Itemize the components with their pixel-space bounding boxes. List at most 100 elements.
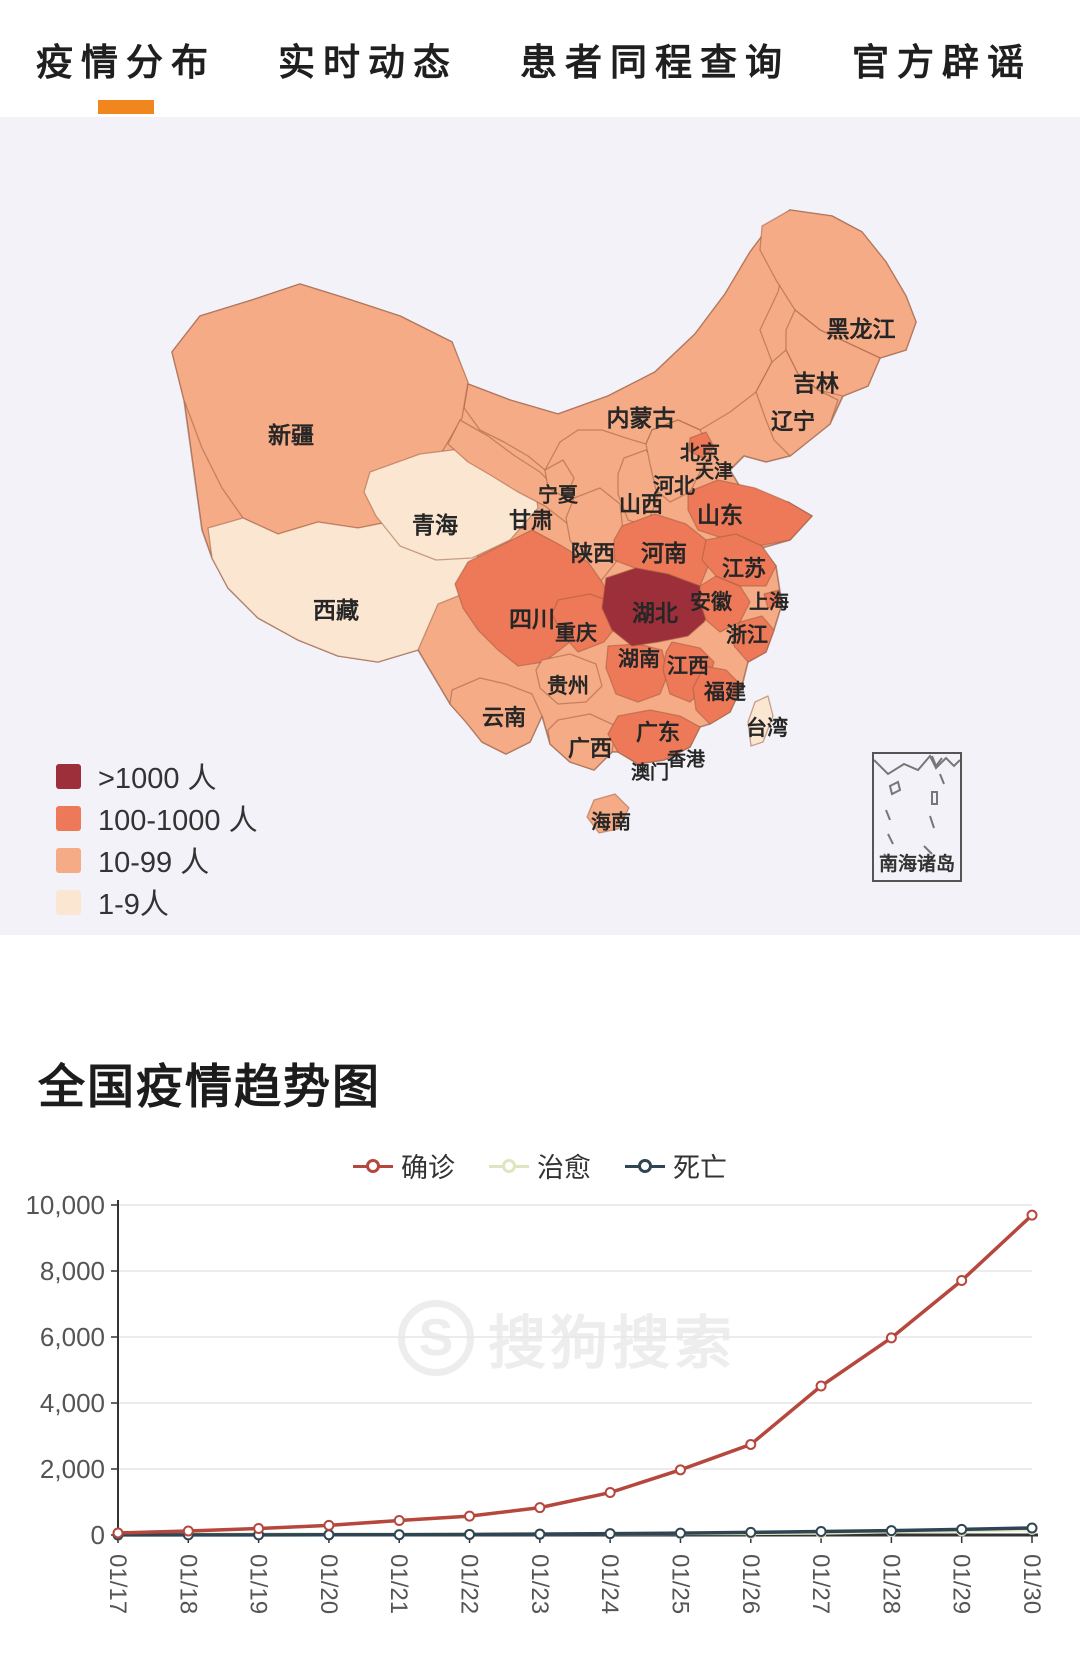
- data-point: [182, 1525, 194, 1537]
- epidemic-map-section: >1000 人 100-1000 人 10-99 人 1-9人 南海诸岛 黑龙江 吉林辽…: [0, 117, 1080, 935]
- y-tick-label: 8,000: [40, 1256, 105, 1286]
- china-choropleth-map[interactable]: [0, 117, 1080, 935]
- x-tick-label: 01/25: [666, 1554, 693, 1614]
- legend-swatch: [56, 805, 81, 831]
- tab-same-trip-query[interactable]: 患者同程查询: [520, 41, 790, 83]
- legend-label: 1-9人: [98, 889, 169, 921]
- data-point: [464, 1528, 476, 1540]
- data-point: [604, 1487, 616, 1499]
- legend-label: 100-1000 人: [98, 805, 258, 837]
- province-shape[interactable]: [701, 533, 777, 587]
- map-legend-item: 100-1000 人: [56, 797, 258, 839]
- inset-label: 南海诸岛: [878, 854, 956, 875]
- x-tick-label: 01/18: [174, 1554, 201, 1614]
- x-tick-label: 01/24: [596, 1554, 623, 1614]
- province-shape[interactable]: [547, 713, 617, 771]
- series-marker-icon: [489, 1158, 529, 1173]
- x-tick-label: 01/30: [1018, 1554, 1045, 1614]
- tab-official-rumor-refute[interactable]: 官方辟谣: [852, 41, 1032, 83]
- chart-legend-item[interactable]: 确诊: [353, 1146, 455, 1185]
- province-shape[interactable]: [463, 227, 789, 471]
- legend-label: 10-99 人: [98, 847, 210, 879]
- data-point: [534, 1528, 546, 1540]
- y-tick-label: 0: [91, 1520, 105, 1550]
- chart-legend-item[interactable]: 死亡: [625, 1146, 727, 1185]
- province-shape[interactable]: [586, 793, 630, 834]
- x-tick-label: 01/27: [807, 1554, 834, 1614]
- province-shape[interactable]: [607, 709, 701, 765]
- data-point: [1026, 1522, 1038, 1534]
- data-point: [885, 1332, 897, 1344]
- data-point: [956, 1275, 968, 1287]
- province-shape[interactable]: [759, 209, 917, 359]
- data-point: [815, 1380, 827, 1392]
- trend-chart-title: 全国疫情趋势图: [38, 1060, 381, 1113]
- y-tick-label: 2,000: [40, 1454, 105, 1484]
- tab-realtime-updates[interactable]: 实时动态: [278, 41, 458, 83]
- data-point: [393, 1529, 405, 1541]
- x-tick-label: 01/17: [104, 1554, 131, 1614]
- series-line: [117, 1213, 1034, 1535]
- province-shape[interactable]: [601, 567, 717, 647]
- south-china-sea-inset: 南海诸岛: [872, 752, 962, 882]
- series-line: [117, 1526, 1033, 1537]
- x-tick-label: 01/28: [877, 1554, 904, 1614]
- map-legend-item: >1000 人: [56, 755, 258, 797]
- map-legend: >1000 人 100-1000 人 10-99 人 1-9人: [56, 755, 258, 923]
- series-name: 确诊: [401, 1153, 455, 1183]
- map-legend-item: 1-9人: [56, 881, 258, 923]
- province-shape[interactable]: [535, 653, 603, 705]
- province-shape[interactable]: [692, 665, 743, 725]
- legend-swatch: [56, 763, 81, 789]
- province-shape[interactable]: [763, 589, 783, 609]
- legend-label: >1000 人: [98, 763, 217, 795]
- x-tick-label: 01/26: [737, 1554, 764, 1614]
- top-nav: 疫情分布 实时动态 患者同程查询 官方辟谣: [0, 0, 1080, 117]
- y-tick-label: 4,000: [40, 1388, 105, 1418]
- province-shape[interactable]: [731, 615, 775, 663]
- x-tick-label: 01/23: [526, 1554, 553, 1614]
- data-point: [464, 1510, 476, 1522]
- y-tick-label: 6,000: [40, 1322, 105, 1352]
- series-marker-icon: [353, 1158, 393, 1173]
- data-point: [674, 1527, 686, 1539]
- province-shape[interactable]: [687, 479, 813, 547]
- tab-epidemic-map[interactable]: 疫情分布: [36, 0, 216, 117]
- south-china-sea-islands: [873, 754, 961, 863]
- y-tick-label: 10,000: [25, 1190, 105, 1220]
- map-legend-item: 10-99 人: [56, 839, 258, 881]
- province-shape[interactable]: [544, 459, 575, 499]
- series-marker-icon: [625, 1158, 665, 1173]
- data-point: [393, 1514, 405, 1526]
- province-shape[interactable]: [605, 643, 669, 703]
- series-name: 死亡: [673, 1153, 727, 1183]
- trend-line-chart: 0 2,000 4,000 6,000 8,000 10,000 01/17 01/18 01/…: [25, 1190, 1045, 1614]
- province-shape[interactable]: [688, 431, 715, 459]
- x-tick-label: 01/29: [948, 1554, 975, 1614]
- data-point: [323, 1519, 335, 1531]
- province-shape[interactable]: [755, 349, 839, 457]
- x-tick-label: 01/22: [456, 1554, 483, 1614]
- province-shape[interactable]: [785, 309, 881, 397]
- province-shape[interactable]: [565, 487, 625, 583]
- x-tick-label: 01/20: [315, 1554, 342, 1614]
- x-tick-label: 01/21: [385, 1554, 412, 1614]
- chart-legend-item[interactable]: 治愈: [489, 1146, 591, 1185]
- data-point: [253, 1522, 265, 1534]
- data-point: [1026, 1209, 1038, 1221]
- province-shape[interactable]: [449, 677, 543, 755]
- data-point: [323, 1529, 335, 1541]
- data-point: [815, 1526, 827, 1538]
- x-tick-label: 01/19: [245, 1554, 272, 1614]
- data-point: [745, 1526, 757, 1538]
- data-point: [745, 1438, 757, 1450]
- legend-swatch: [56, 847, 81, 873]
- data-point: [885, 1525, 897, 1537]
- data-point: [956, 1523, 968, 1535]
- trend-chart: 0 2,000 4,000 6,000 8,000 10,000 01/17 01/18 01/…: [0, 1190, 1080, 1658]
- data-point: [674, 1464, 686, 1476]
- data-point: [604, 1528, 616, 1540]
- series-name: 治愈: [537, 1153, 591, 1183]
- province-shape[interactable]: [747, 695, 774, 747]
